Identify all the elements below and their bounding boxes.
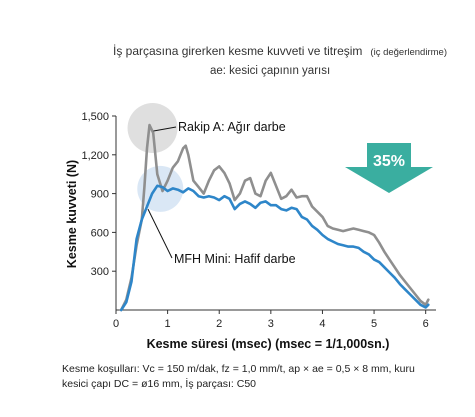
x-tick-label: 3 <box>268 318 274 330</box>
annotation-mfh: MFH Mini: Hafif darbe <box>174 252 296 266</box>
annotation-rakip: Rakip A: Ağır darbe <box>178 120 286 134</box>
axes <box>115 116 436 311</box>
y-axis-label: Kesme kuvveti (N) <box>65 160 79 268</box>
chart-subtitle: ae: kesici çapının yarısı <box>210 65 330 77</box>
series-line-mfh <box>119 184 430 312</box>
rakip-leader-line <box>153 126 177 132</box>
chart-title: İş parçasına girerken kesme kuvveti ve t… <box>113 44 362 58</box>
x-axis-label: Kesme süresi (msec) (msec = 1/1,000sn.) <box>147 337 390 351</box>
down-arrow-icon <box>345 143 433 193</box>
series-lines <box>119 123 430 312</box>
reduction-badge-text: 35% <box>373 153 405 170</box>
cutting-conditions: Kesme koşulları: Vc = 150 m/dak, fz = 1,… <box>62 362 454 392</box>
x-tick-label: 4 <box>319 318 325 330</box>
y-tick-label: 300 <box>91 266 109 278</box>
x-tick-label: 6 <box>423 318 429 330</box>
conditions-line-1: Kesme koşulları: Vc = 150 m/dak, fz = 1,… <box>62 363 415 375</box>
y-tick-label: 1,200 <box>81 150 109 162</box>
x-tick-label: 1 <box>165 318 171 330</box>
tick-labels: 0 1 2 3 4 5 6 300 600 900 1,200 1,500 <box>81 111 428 330</box>
conditions-line-2: kesici çapı DC = ø16 mm, İş parçası: C50 <box>62 378 257 390</box>
rakip-peak-highlight <box>127 103 178 154</box>
annotation-leaders <box>147 126 177 259</box>
series-line-rakip <box>119 123 430 312</box>
y-tick-label: 600 <box>91 227 109 239</box>
mfh-leader-line <box>147 208 173 259</box>
x-tick-label: 0 <box>113 318 119 330</box>
x-tick-label: 2 <box>216 318 222 330</box>
chart-title-note: (iç değerlendirme) <box>370 47 447 58</box>
y-tick-label: 900 <box>91 189 109 201</box>
y-tick-label: 1,500 <box>81 111 109 123</box>
x-tick-label: 5 <box>371 318 377 330</box>
reduction-badge: 35% <box>345 143 433 193</box>
